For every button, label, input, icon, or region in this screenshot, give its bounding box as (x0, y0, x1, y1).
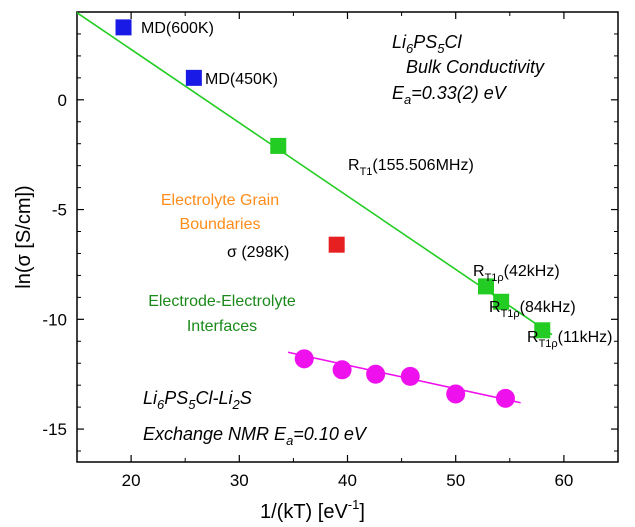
x-tick-label: 60 (554, 471, 573, 490)
data-point-square (115, 19, 132, 36)
y-tick-label: -15 (42, 420, 67, 439)
data-point-square (328, 236, 345, 253)
bulk-conductivity-label: Bulk Conductivity (406, 57, 545, 77)
data-marks (115, 19, 551, 408)
data-point-circle (495, 388, 515, 408)
rt1rho-42-label: RT1ρ(42kHz) (473, 263, 560, 284)
data-point-square (185, 69, 202, 86)
data-point-circle (366, 364, 386, 384)
y-tick-label: -5 (52, 201, 67, 220)
electrode-interfaces-label-2: Interfaces (187, 318, 257, 335)
electrode-interfaces-label-1: Electrode-Electrolyte (148, 293, 296, 310)
data-point-circle (332, 360, 352, 380)
x-tick-label: 20 (122, 471, 141, 490)
y-tick-label: -10 (42, 310, 67, 329)
compound-formula-top: Li6PS5Cl (392, 32, 462, 56)
grain-boundaries-label-2: Boundaries (180, 216, 261, 233)
rt1-label: RT1(155.506MHz) (348, 157, 474, 178)
rt1rho-84-label: RT1ρ(84kHz) (489, 299, 576, 320)
x-tick-label: 30 (230, 471, 249, 490)
md450-label: MD(450K) (205, 71, 278, 88)
x-axis-label: 1/(kT) [eV-1] (260, 497, 365, 523)
x-tick-label: 40 (338, 471, 357, 490)
grain-boundaries-label-1: Electrolyte Grain (161, 192, 279, 209)
md600-label: MD(600K) (141, 20, 214, 37)
y-axis-ticks: 0 -5 -10 -15 (42, 11, 618, 452)
data-point-square (270, 137, 287, 154)
plot-frame (76, 11, 619, 463)
data-point-circle (400, 366, 420, 386)
exchange-nmr-label: Exchange NMR Ea=0.10 eV (143, 424, 368, 448)
data-point-square (477, 278, 494, 295)
data-point-circle (294, 349, 314, 369)
sigma-label: σ (298K) (227, 244, 289, 261)
y-tick-label: 0 (58, 91, 67, 110)
y-axis-label: ln(σ [S/cm]) (13, 185, 35, 288)
data-point-square (534, 322, 551, 339)
x-tick-label: 50 (446, 471, 465, 490)
compound-formula-bottom: Li6PS5Cl-Li2S (143, 388, 252, 412)
rt1rho-11-label: RT1ρ(11kHz) (527, 329, 613, 350)
x-axis-ticks: 20 30 40 50 60 (76, 12, 619, 490)
fit-line (77, 12, 553, 336)
data-point-square (493, 293, 510, 310)
data-point-circle (446, 384, 466, 404)
activation-energy-bulk: Ea=0.33(2) eV (392, 83, 508, 107)
